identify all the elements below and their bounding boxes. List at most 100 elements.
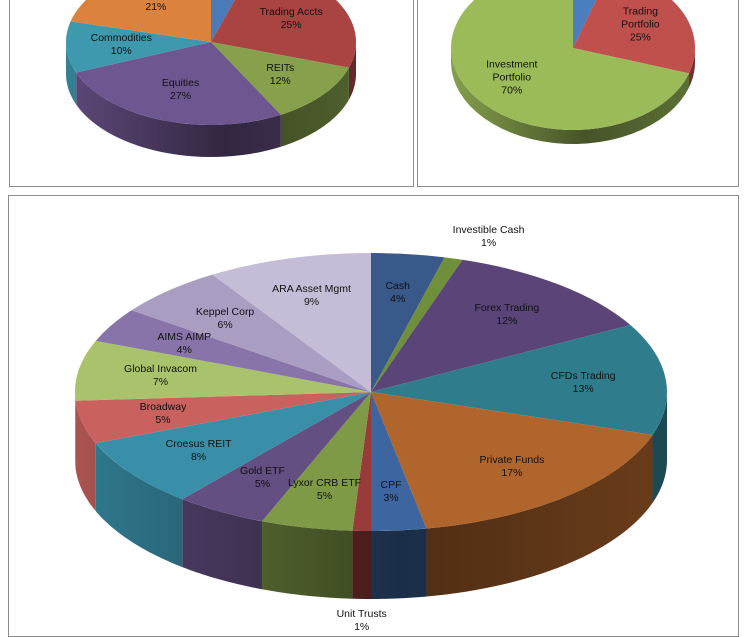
pie-slice-reits[interactable] [211, 42, 349, 115]
pie-slice-side [66, 42, 77, 105]
pie-slice-side [451, 48, 690, 144]
data-label-percent: 8% [190, 450, 207, 463]
data-label: Trading Portfolio 25% [605, 5, 675, 44]
data-label-percent: 17% [501, 467, 523, 480]
data-label-name: Cash [385, 279, 410, 292]
pie-slice-global-invacom[interactable] [75, 340, 372, 401]
data-label-name: CPF [380, 478, 402, 491]
data-label: Global Invacom 7% [124, 363, 197, 389]
data-label: REITs 12% [266, 62, 294, 88]
data-label-percent: 25% [629, 31, 651, 44]
pie-slice-croesus-reit[interactable] [95, 392, 371, 500]
pie-slice-side [426, 434, 653, 597]
pie-slice-gold-etf[interactable] [182, 392, 371, 522]
data-label-percent: 12% [496, 314, 518, 327]
data-label-percent: 21% [145, 1, 167, 14]
data-label-name: REITs [266, 61, 295, 74]
data-label-name: Lyxor CRB ETF [287, 476, 362, 489]
pie-slice-aims-aimp[interactable] [95, 310, 371, 392]
data-label-percent: 27% [170, 90, 192, 103]
pie-slice-side [689, 48, 695, 88]
data-label-name: Croesus REIT [165, 437, 232, 450]
pie-slice-investment-portfolio[interactable] [451, 0, 690, 130]
pie-slice-side [182, 499, 263, 590]
pie-slice-keppel-corp[interactable] [131, 274, 371, 392]
data-label-percent: 25% [280, 18, 302, 31]
data-label: Forex Trading 12% [474, 302, 539, 328]
data-label-name: Funds/Trusts [125, 0, 186, 1]
pie-slice-side [280, 67, 349, 147]
data-label-name: Unit Trusts [336, 607, 387, 620]
data-label-percent: 10% [110, 45, 132, 58]
data-label: Croesus REIT 8% [166, 438, 232, 464]
data-label-name: Gold ETF [240, 465, 285, 478]
pie-slice-broadway[interactable] [75, 392, 371, 444]
data-label-percent: 12% [269, 74, 291, 87]
data-label: AIMS AIMP 4% [157, 331, 211, 357]
data-label-name: Forex Trading [474, 301, 540, 314]
data-label-percent: 1% [354, 620, 370, 633]
data-label-percent: 9% [303, 295, 320, 308]
pie-slice-side [348, 42, 356, 100]
pie-slice-ara-asset-mgmt[interactable] [212, 253, 371, 392]
data-label-name: AIMS AIMP [157, 330, 212, 343]
data-label: Gold ETF 5% [240, 465, 285, 491]
pie-slice-funds-trusts[interactable] [70, 0, 211, 42]
data-label-name: Global Invacom [124, 363, 197, 376]
data-label-percent: 3% [383, 491, 399, 504]
data-label: Investible Cash 1% [453, 224, 525, 250]
data-label-name: Trading Accts [259, 5, 323, 18]
data-label-name: Trading Portfolio [621, 5, 660, 31]
pie-slice-unlabeled[interactable] [573, 0, 611, 48]
data-label-percent: 5% [155, 413, 171, 426]
pie-slice-side [76, 72, 281, 157]
data-label: Private Funds 17% [480, 454, 545, 480]
data-label-percent: 1% [480, 236, 497, 249]
data-label-name: Investible Cash [452, 223, 525, 236]
pie-slice-trading-portfolio[interactable] [573, 0, 695, 74]
data-label: Equities 27% [162, 77, 199, 103]
data-label-name: Commodities [90, 32, 152, 45]
pie-slice-private-funds[interactable] [371, 392, 653, 529]
data-label-name: ARA Asset Mgmt [272, 282, 351, 295]
data-label: Funds/Trusts21% [125, 0, 186, 14]
pie-slice-side [75, 392, 76, 469]
data-label: ARA Asset Mgmt 9% [272, 283, 351, 309]
pie-slice-equities[interactable] [76, 42, 281, 125]
data-label-percent: 6% [217, 319, 233, 332]
data-label-name: Broadway [139, 400, 187, 413]
pie-slice-side [652, 392, 667, 503]
pie-slice-side [371, 528, 427, 599]
data-label: CFDs Trading 13% [551, 370, 616, 396]
pie-slice-side [262, 521, 353, 599]
data-label-percent: 13% [572, 382, 594, 395]
pie-slice-trading-accts[interactable] [211, 0, 356, 68]
pie-slice-lyxor-crb-etf[interactable] [262, 392, 371, 531]
pie-slice-forex-trading[interactable] [371, 259, 631, 392]
data-label: Unit Trusts 1% [337, 608, 387, 634]
pie-slice-side [352, 530, 371, 599]
pie-slice-unlabeled[interactable] [211, 0, 256, 42]
data-label: Broadway 5% [140, 401, 187, 427]
data-label: Commodities 10% [91, 32, 152, 58]
data-label: CPF 3% [381, 479, 402, 505]
pie-slice-cash[interactable] [371, 253, 445, 392]
data-label-name: Private Funds [479, 454, 545, 467]
pie-slice-commodities[interactable] [66, 21, 211, 73]
pie-slice-investible-cash[interactable] [371, 257, 463, 392]
data-label-percent: 70% [501, 84, 523, 97]
data-label-name: CFDs Trading [550, 369, 616, 382]
pie-slice-side [95, 443, 183, 568]
data-label: Keppel Corp 6% [196, 306, 254, 332]
data-label-percent: 5% [316, 489, 333, 502]
data-label-percent: 4% [176, 343, 192, 356]
pie-slice-cpf[interactable] [371, 392, 427, 531]
data-label-percent: 7% [152, 376, 169, 389]
data-label-percent: 4% [390, 292, 406, 305]
data-label-percent: 5% [254, 478, 271, 491]
data-label: Trading Accts 25% [259, 6, 322, 32]
pie-slice-unit-trusts[interactable] [352, 392, 371, 531]
pie-slice-cfds-trading[interactable] [371, 325, 668, 435]
pie-slice-side [75, 400, 96, 512]
